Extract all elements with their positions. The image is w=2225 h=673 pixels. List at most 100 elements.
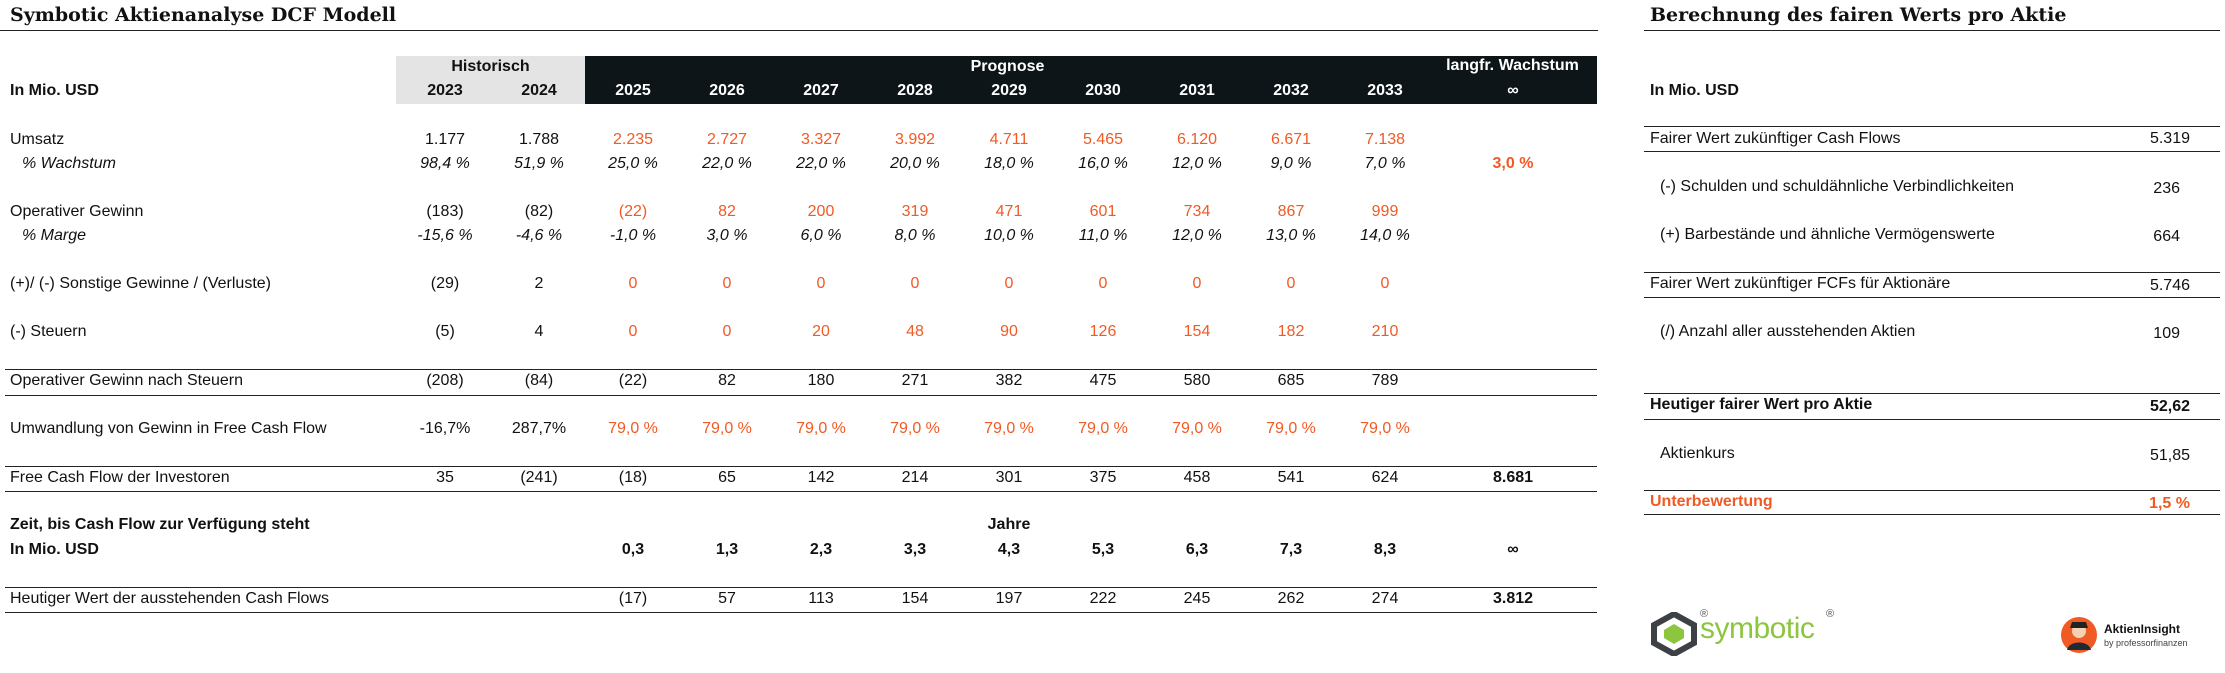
cell: 541 xyxy=(1277,469,1305,486)
cell: 580 xyxy=(1183,372,1211,389)
page-title: Symbotic Aktienanalyse DCF Modell xyxy=(10,4,397,26)
cell: 4,3 xyxy=(997,541,1021,558)
cell: 79,0 % xyxy=(702,420,752,437)
unit-label: In Mio. USD xyxy=(10,82,99,99)
cell: (84) xyxy=(524,372,554,389)
share-price-value: 51,85 xyxy=(2149,447,2190,464)
year-2032: 2032 xyxy=(1273,82,1309,99)
year-2027: 2027 xyxy=(803,82,839,99)
cell: 9,0 % xyxy=(1270,155,1312,172)
divider xyxy=(1644,393,2220,394)
cell: 126 xyxy=(1089,323,1117,340)
fair-value-label: (+) Barbestände und ähnliche Vermögenswe… xyxy=(1660,226,1995,243)
cell: 789 xyxy=(1371,372,1399,389)
cell: 3.992 xyxy=(894,131,936,148)
cell: 601 xyxy=(1089,203,1117,220)
fair-value-label: (/) Anzahl aller ausstehenden Aktien xyxy=(1660,323,1916,340)
cell: 12,0 % xyxy=(1172,155,1222,172)
year-2026: 2026 xyxy=(709,82,745,99)
cell: 6.120 xyxy=(1176,131,1218,148)
year-2024: 2024 xyxy=(521,82,557,99)
cell: 16,0 % xyxy=(1078,155,1128,172)
cell: 14,0 % xyxy=(1360,227,1410,244)
cell: 1,3 xyxy=(715,541,739,558)
share-price-label: Aktienkurs xyxy=(1660,445,1735,462)
cell: 0 xyxy=(722,275,732,292)
cell: 2.727 xyxy=(706,131,748,148)
row-label: % Wachstum xyxy=(22,155,116,172)
cell: 0 xyxy=(722,323,732,340)
fair-value-per-share-value: 52,62 xyxy=(2149,398,2190,415)
row-label: Umsatz xyxy=(10,131,65,148)
fair-value-title-divider xyxy=(1644,30,2220,31)
cell: 734 xyxy=(1183,203,1211,220)
cell: 12,0 % xyxy=(1172,227,1222,244)
cell: 51,9 % xyxy=(514,155,564,172)
symbotic-logo-icon xyxy=(1651,610,1697,658)
cell: 1.788 xyxy=(518,131,560,148)
cell: 0 xyxy=(628,275,638,292)
cell: 197 xyxy=(995,590,1023,607)
registered-mark: ® xyxy=(1700,608,1709,620)
cell: 3,0 % xyxy=(706,227,748,244)
cell: 10,0 % xyxy=(984,227,1034,244)
divider xyxy=(1644,297,2220,298)
cell: 79,0 % xyxy=(1172,420,1222,437)
cell: 222 xyxy=(1089,590,1117,607)
cell: 1.177 xyxy=(424,131,466,148)
fair-value-label: Fairer Wert zukünftiger Cash Flows xyxy=(1650,130,1901,147)
cell: 98,4 % xyxy=(420,155,470,172)
cell: (82) xyxy=(524,203,554,220)
cell: (22) xyxy=(618,372,648,389)
cell: -15,6 % xyxy=(417,227,473,244)
row-label: Operativer Gewinn xyxy=(10,203,144,220)
fair-value-per-share-label: Heutiger fairer Wert pro Aktie xyxy=(1650,396,1873,413)
cell: 20 xyxy=(812,323,830,340)
cell: 79,0 % xyxy=(1078,420,1128,437)
forecast-header xyxy=(585,56,1597,104)
divider xyxy=(1644,419,2220,420)
row-label: Free Cash Flow der Investoren xyxy=(10,469,230,486)
cell: 458 xyxy=(1183,469,1211,486)
cell: -4,6 % xyxy=(515,227,563,244)
fair-value-unit-label: In Mio. USD xyxy=(1650,82,1739,99)
cell: 5.465 xyxy=(1082,131,1124,148)
cell: -16,7% xyxy=(419,420,471,437)
cell: 624 xyxy=(1371,469,1399,486)
cell: 154 xyxy=(1183,323,1211,340)
cell: 18,0 % xyxy=(984,155,1034,172)
cell: 8,0 % xyxy=(894,227,936,244)
cell: 4.711 xyxy=(989,131,1029,148)
row-label: (-) Steuern xyxy=(10,323,87,340)
historical-label: Historisch xyxy=(451,58,530,75)
divider xyxy=(5,612,1597,613)
cell: 180 xyxy=(807,372,835,389)
year-2028: 2028 xyxy=(897,82,933,99)
row-label: Operativer Gewinn nach Steuern xyxy=(10,372,244,389)
cell: 22,0 % xyxy=(796,155,846,172)
fair-value-label: (-) Schulden und schuldähnliche Verbindl… xyxy=(1660,178,2014,195)
cell: 200 xyxy=(807,203,835,220)
year-2025: 2025 xyxy=(615,82,651,99)
forecast-label: Prognose xyxy=(970,58,1045,75)
cell: (208) xyxy=(426,372,464,389)
fair-value-value: 236 xyxy=(2153,180,2180,197)
divider xyxy=(1644,126,2220,127)
cell: 7,0 % xyxy=(1364,155,1406,172)
year-2030: 2030 xyxy=(1085,82,1121,99)
cell: 382 xyxy=(995,372,1023,389)
pv-terminal-value: 3.812 xyxy=(1492,590,1534,607)
cell: 5,3 xyxy=(1091,541,1115,558)
row-label: Heutiger Wert der ausstehenden Cash Flow… xyxy=(10,590,329,607)
row-label: (+)/ (-) Sonstige Gewinne / (Verluste) xyxy=(10,275,271,292)
cell: (5) xyxy=(435,323,455,340)
divider xyxy=(5,491,1597,492)
cell: 245 xyxy=(1183,590,1211,607)
year-2033: 2033 xyxy=(1367,82,1403,99)
aktieninsight-logo: AktienInsight by professorfinanzen xyxy=(2060,616,2220,660)
cell: (18) xyxy=(618,469,648,486)
cell: 48 xyxy=(906,323,924,340)
cell: 6.671 xyxy=(1270,131,1312,148)
symbotic-logo-text: symbotic xyxy=(1700,612,1815,645)
cell: 2.235 xyxy=(612,131,654,148)
